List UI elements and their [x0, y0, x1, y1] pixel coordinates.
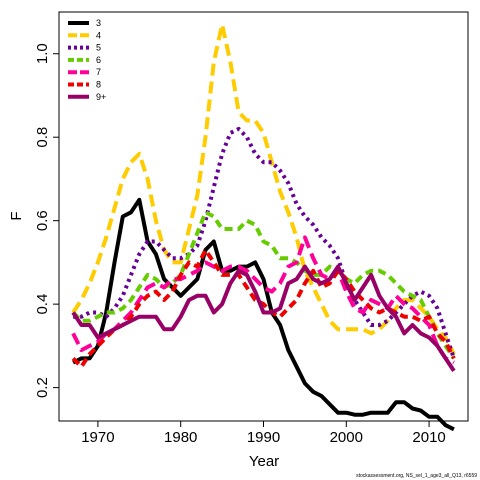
series-line-5 [73, 126, 456, 360]
x-tick-label: 1990 [247, 429, 280, 446]
legend-label: 4 [96, 30, 101, 40]
credit-text: stockassessment.org, NS_sel_1_age3_all_Q… [356, 473, 477, 479]
series-line-7 [71, 235, 455, 365]
legend-label: 7 [96, 67, 101, 77]
legend-label: 8 [96, 80, 101, 90]
series-line-9plus [71, 264, 456, 373]
y-tick-label: 0.2 [34, 377, 51, 398]
y-axis-title: F [8, 211, 25, 220]
series-line-3 [72, 197, 455, 432]
x-axis-title: Year [249, 453, 279, 470]
legend: 3 4 5 6 7 8 9+ [68, 18, 106, 102]
x-tick-label: 1980 [164, 429, 197, 446]
x-tick-label: 2000 [330, 429, 363, 446]
y-tick-label: 0.6 [34, 210, 51, 231]
y-tick-label: 0.4 [34, 294, 51, 315]
y-axis: 0.2 0.4 0.6 0.8 1.0 [34, 43, 59, 398]
y-tick-label: 0.8 [34, 127, 51, 148]
series-line-4 [71, 22, 456, 356]
series-lines [71, 22, 456, 432]
legend-label: 9+ [96, 92, 106, 102]
series-line-6 [71, 210, 456, 360]
legend-label: 3 [96, 18, 101, 28]
x-axis: 1970 1980 1990 2000 2010 [81, 421, 446, 446]
y-tick-label: 1.0 [34, 43, 51, 64]
x-tick-label: 2010 [412, 429, 445, 446]
x-tick-label: 1970 [81, 429, 114, 446]
legend-label: 5 [96, 43, 101, 53]
legend-label: 6 [96, 55, 101, 65]
